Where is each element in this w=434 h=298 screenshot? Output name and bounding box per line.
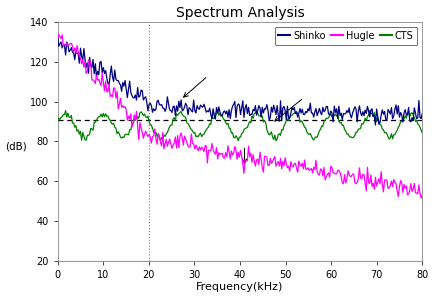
Legend: Shinko, Hugle, CTS: Shinko, Hugle, CTS <box>275 27 418 45</box>
Title: Spectrum Analysis: Spectrum Analysis <box>176 6 304 20</box>
Y-axis label: (dB): (dB) <box>6 141 27 151</box>
X-axis label: Frequency(kHz): Frequency(kHz) <box>196 283 284 292</box>
